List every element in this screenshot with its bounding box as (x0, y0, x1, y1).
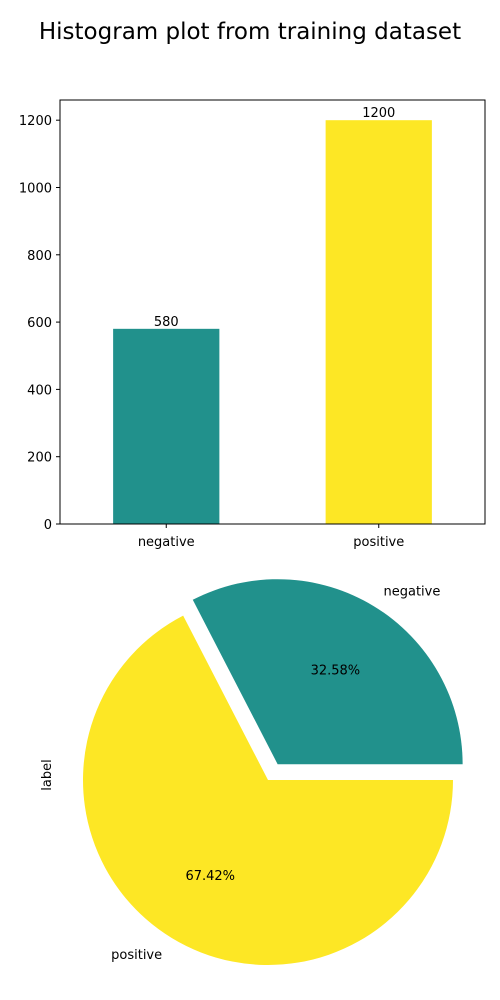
pie-percent-label: 32.58% (311, 663, 361, 678)
pie-y-axis-label: label (40, 759, 55, 790)
bar-positive (326, 120, 432, 524)
y-tick-label: 200 (27, 451, 52, 466)
y-tick-label: 1200 (19, 114, 52, 129)
y-tick-label: 400 (27, 383, 52, 398)
y-tick-label: 600 (27, 316, 52, 331)
bar-negative (113, 329, 219, 524)
bar-value-label: 580 (154, 315, 179, 330)
pie-category-label: negative (383, 584, 440, 599)
bar-value-label: 1200 (362, 106, 395, 121)
x-tick-label: positive (353, 535, 404, 550)
x-tick-label: negative (138, 535, 195, 550)
pie-percent-label: 67.42% (185, 869, 235, 884)
pie-category-label: positive (111, 948, 162, 963)
y-tick-label: 800 (27, 249, 52, 264)
y-tick-label: 1000 (19, 181, 52, 196)
y-tick-label: 0 (44, 518, 52, 533)
figure-title: Histogram plot from training dataset (39, 19, 461, 45)
